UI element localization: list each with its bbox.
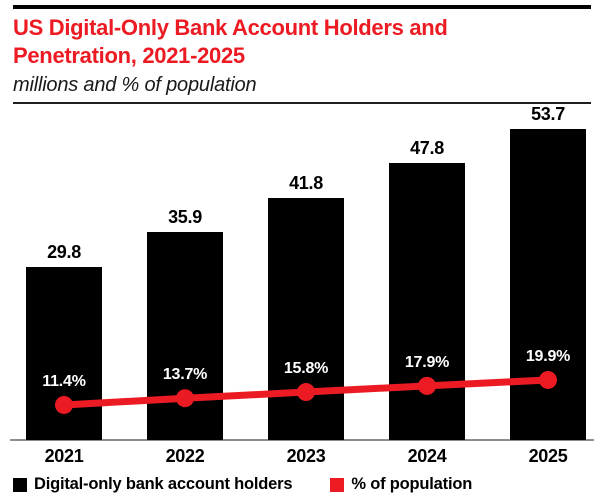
bar-2023 [268,197,344,440]
legend-item-line-series: % of population [330,475,472,494]
x-axis-label-2023: 2023 [286,446,326,466]
bar-value-label-2022: 35.9 [168,207,202,228]
bar-value-label-2021: 29.8 [47,242,81,263]
bar-value-label-2023: 41.8 [289,172,323,193]
x-axis-label-2022: 2022 [165,446,205,466]
bar-series-swatch-icon [13,477,27,492]
legend-label-bar-series: Digital-only bank account holders [34,475,293,493]
legend: Digital-only bank account holders % of p… [13,475,591,494]
pct-value-label-2025: 19.9% [525,347,571,365]
line-series-swatch-icon [330,477,345,492]
pct-value-label-2024: 17.9% [404,353,450,371]
chart-title-line1: US Digital-Only Bank Account Holders and [13,15,448,40]
x-axis-label-2021: 2021 [44,446,84,466]
x-axis-label-2025: 2025 [528,446,568,466]
pct-value-label-2021: 11.4% [42,372,86,390]
x-axis-label-2024: 2024 [407,446,447,466]
bar-value-label-2024: 47.8 [410,138,444,159]
chart-title-line2: Penetration, 2021-2025 [13,43,245,68]
chart-subtitle: millions and % of population [13,74,257,96]
chart-title: US Digital-Only Bank Account Holders and… [13,14,591,70]
top-rule [13,5,591,9]
chart-card: US Digital-Only Bank Account Holders and… [0,5,604,499]
plot-area: 29.8 35.9 41.8 47.8 53.7 11.4% 13.7% 15.8% 17.9%… [10,104,594,441]
legend-item-bar-series: Digital-only bank account holders [13,475,293,494]
bar-2021 [26,267,102,440]
pct-value-label-2022: 13.7% [162,366,208,384]
bar-2024 [389,163,465,440]
legend-label-line-series: % of population [351,475,473,493]
bar-value-label-2025: 53.7 [531,104,565,124]
bar-2025 [510,129,586,440]
pct-value-label-2023: 15.8% [283,360,329,378]
x-axis-line [10,439,594,441]
x-axis-labels: 2021 2022 2023 2024 2025 [13,446,591,468]
bar-2022 [147,232,223,440]
header-divider [13,102,591,104]
